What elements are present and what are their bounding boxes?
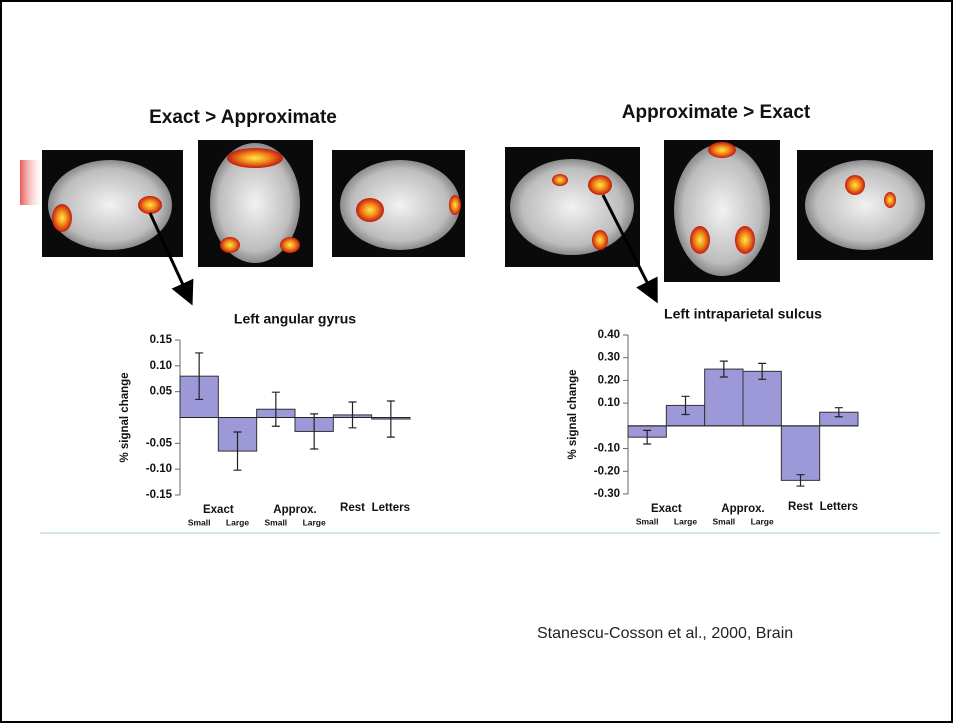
arrow [601,194,658,304]
x-sub-label: Large [674,516,697,526]
x-sub-label: Large [303,517,326,527]
y-tick-label: 0.10 [598,397,620,409]
error-bar [386,400,395,438]
accent [20,160,45,205]
x-tick-label: Letters [372,502,410,514]
chart-title: Left angular gyrus [234,311,356,327]
y-tick-label: -0.05 [146,437,173,449]
error-bar [233,431,242,471]
arrow [148,212,194,306]
error-bar [758,362,767,380]
error-bar [195,352,204,401]
x-sub-label: Large [751,516,774,526]
y-tick-label: 0.30 [598,352,620,364]
error-bar [834,407,843,418]
y-tick-label: -0.10 [594,443,620,455]
y-tick-label: -0.20 [594,465,620,477]
x-group-label: Approx. [273,504,316,516]
x-sub-label: Small [636,516,659,526]
error-bar [719,360,728,378]
x-tick-label: Rest [788,501,813,513]
x-group-label: Approx. [721,503,764,515]
x-sub-label: Small [188,517,211,527]
bar [780,425,821,481]
y-tick-label: -0.30 [594,488,620,500]
citation: Stanescu-Cosson et al., 2000, Brain [537,625,793,642]
x-sub-label: Large [226,517,249,527]
y-tick-label: 0.15 [150,334,173,346]
x-tick-label: Letters [820,501,858,513]
y-tick-label: -0.10 [146,463,172,475]
y-tick-label: -0.15 [146,489,173,501]
bar [742,370,782,427]
x-sub-label: Small [264,517,287,527]
y-tick-label: 0.40 [598,329,620,341]
y-axis-label: % signal change [567,369,579,459]
y-axis-label: % signal change [119,372,131,462]
error-bar [310,413,319,450]
y-tick-label: 0.20 [598,374,620,386]
y-tick-label: 0.10 [150,360,172,372]
x-group-label: Exact [651,503,682,515]
error-bar [271,391,280,427]
chart-title: Left intraparietal sulcus [664,306,822,322]
bar [704,368,744,427]
x-tick-label: Rest [340,502,365,514]
error-bar [348,401,357,429]
x-group-label: Exact [203,504,234,516]
error-bar [681,395,690,416]
brain-images [42,140,933,282]
error-bar [796,474,805,487]
error-bar [643,429,652,445]
heading: Approximate > Exact [622,102,811,123]
y-tick-label: 0.05 [150,386,173,398]
heading: Exact > Approximate [149,107,337,128]
x-sub-label: Small [712,516,735,526]
